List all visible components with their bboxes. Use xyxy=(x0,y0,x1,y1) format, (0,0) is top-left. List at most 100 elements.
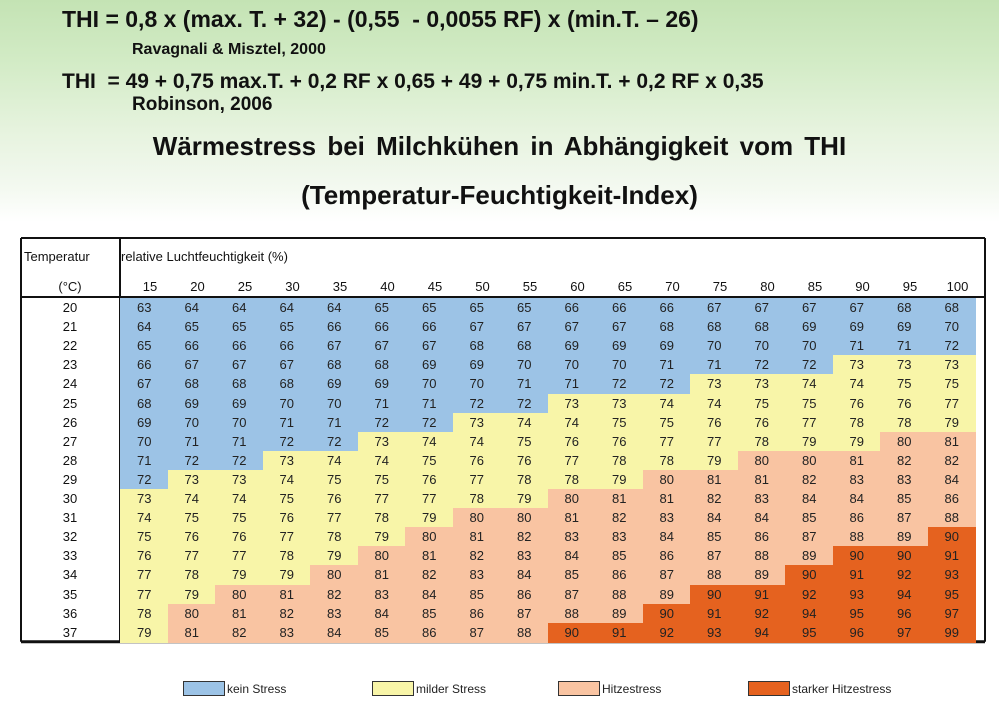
table-cell: 65 xyxy=(357,298,406,319)
table-cell: 85 xyxy=(452,584,501,605)
column-header: 25 xyxy=(237,279,253,294)
table-cell: 71 xyxy=(500,374,549,395)
table-cell: 71 xyxy=(120,450,169,471)
table-cell: 79 xyxy=(120,622,169,643)
table-cell: 81 xyxy=(262,584,311,605)
table-cell: 89 xyxy=(737,565,786,586)
table-cell: 87 xyxy=(785,527,834,548)
table-cell: 70 xyxy=(595,355,644,376)
table-cell: 74 xyxy=(832,374,881,395)
table-cell: 68 xyxy=(167,374,216,395)
table-cell: 75 xyxy=(262,489,311,510)
table-cell: 84 xyxy=(357,603,406,624)
column-header: 35 xyxy=(332,279,348,294)
table-cell: 70 xyxy=(690,336,739,357)
table-cell: 84 xyxy=(737,508,786,529)
table-cell: 90 xyxy=(832,546,881,567)
table-cell: 71 xyxy=(642,355,691,376)
table-cell: 69 xyxy=(785,317,834,338)
table-cell: 80 xyxy=(880,431,929,452)
table-cell: 88 xyxy=(690,565,739,586)
row-header: 28 xyxy=(62,452,78,468)
table-cell: 80 xyxy=(737,450,786,471)
table-cell: 70 xyxy=(452,374,501,395)
row-header: 27 xyxy=(62,433,78,449)
table-cell: 69 xyxy=(215,393,264,414)
table-cell: 85 xyxy=(595,546,644,567)
table-cell: 68 xyxy=(357,355,406,376)
table-cell: 70 xyxy=(215,412,264,433)
row-header: 21 xyxy=(62,319,78,335)
table-cell: 72 xyxy=(737,355,786,376)
table-cell: 66 xyxy=(167,336,216,357)
table-cell: 68 xyxy=(310,355,359,376)
table-cell: 83 xyxy=(642,508,691,529)
table-cell: 65 xyxy=(405,298,454,319)
table-cell: 74 xyxy=(405,431,454,452)
table-cell: 74 xyxy=(120,508,169,529)
table-cell: 74 xyxy=(785,374,834,395)
table-cell: 76 xyxy=(120,546,169,567)
table-cell: 80 xyxy=(310,565,359,586)
table-cell: 67 xyxy=(167,355,216,376)
table-cell: 79 xyxy=(357,527,406,548)
table-cell: 84 xyxy=(642,527,691,548)
table-cell: 66 xyxy=(262,336,311,357)
table-cell: 76 xyxy=(595,431,644,452)
table-cell: 92 xyxy=(642,622,691,643)
table-cell: 94 xyxy=(785,603,834,624)
table-cell: 67 xyxy=(452,317,501,338)
table-cell: 73 xyxy=(547,393,596,414)
table-cell: 78 xyxy=(310,527,359,548)
table-cell: 85 xyxy=(785,508,834,529)
table-cell: 83 xyxy=(310,603,359,624)
column-header: 65 xyxy=(617,279,633,294)
table-cell: 75 xyxy=(595,412,644,433)
table-cell: 94 xyxy=(737,622,786,643)
table-cell: 75 xyxy=(927,374,976,395)
legend-label: starker Hitzestress xyxy=(792,682,892,696)
table-cell: 91 xyxy=(690,603,739,624)
table-cell: 91 xyxy=(927,546,976,567)
table-cell: 71 xyxy=(832,336,881,357)
table-cell: 87 xyxy=(642,565,691,586)
table-cell: 67 xyxy=(500,317,549,338)
table-cell: 74 xyxy=(262,469,311,490)
table-cell: 70 xyxy=(167,412,216,433)
table-cell: 76 xyxy=(167,527,216,548)
table-cell: 70 xyxy=(737,336,786,357)
table-cell: 75 xyxy=(880,374,929,395)
table-cell: 67 xyxy=(357,336,406,357)
table-cell: 83 xyxy=(595,527,644,548)
table-cell: 77 xyxy=(547,450,596,471)
table-cell: 72 xyxy=(500,393,549,414)
table-cell: 82 xyxy=(262,603,311,624)
table-cell: 92 xyxy=(880,565,929,586)
table-cell: 72 xyxy=(927,336,976,357)
table-cell: 76 xyxy=(310,489,359,510)
table-cell: 78 xyxy=(452,489,501,510)
table-cell: 66 xyxy=(357,317,406,338)
table-cell: 93 xyxy=(690,622,739,643)
table-cell: 86 xyxy=(595,565,644,586)
table-cell: 73 xyxy=(262,450,311,471)
table-cell: 66 xyxy=(310,317,359,338)
table-cell: 81 xyxy=(547,508,596,529)
table-cell: 78 xyxy=(880,412,929,433)
column-header: 50 xyxy=(475,279,490,294)
table-cell: 89 xyxy=(595,603,644,624)
table-cell: 78 xyxy=(167,565,216,586)
table-cell: 77 xyxy=(167,546,216,567)
table-cell: 77 xyxy=(120,565,169,586)
table-cell: 84 xyxy=(927,469,976,490)
table-cell: 82 xyxy=(405,565,454,586)
table-cell: 75 xyxy=(405,450,454,471)
table-cell: 64 xyxy=(310,298,359,319)
table-cell: 83 xyxy=(262,622,311,643)
table-cell: 86 xyxy=(927,489,976,510)
table-cell: 68 xyxy=(215,374,264,395)
table-cell: 74 xyxy=(500,412,549,433)
table-cell: 71 xyxy=(262,412,311,433)
column-header: 100 xyxy=(946,279,969,294)
table-cell: 70 xyxy=(500,355,549,376)
